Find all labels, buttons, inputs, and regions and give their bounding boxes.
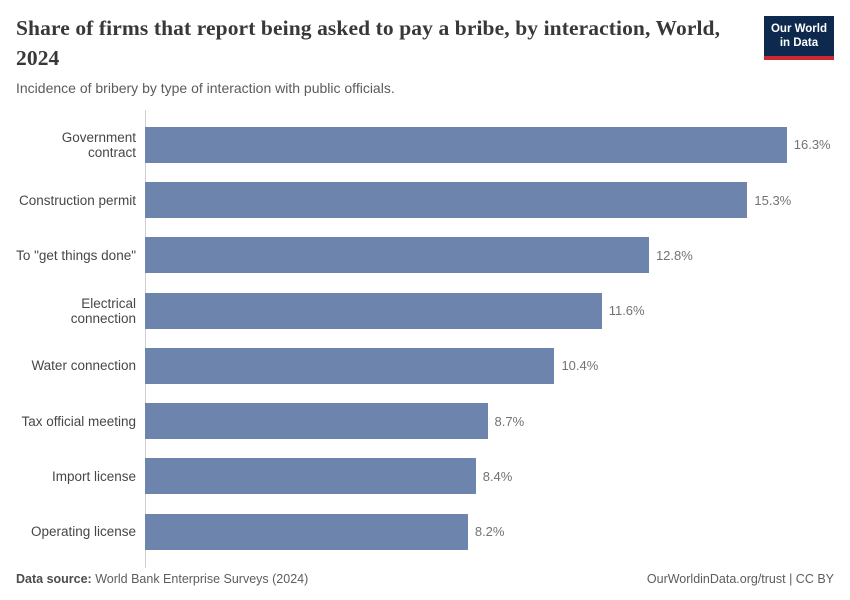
bar[interactable] xyxy=(145,292,602,329)
bar-track: 8.2% xyxy=(145,504,834,559)
bar-row: Construction permit 15.3% xyxy=(16,173,834,228)
value-label: 8.2% xyxy=(474,524,505,540)
value-label: 16.3% xyxy=(793,137,831,153)
value-label: 8.4% xyxy=(482,468,513,484)
category-label: Operating license xyxy=(30,524,136,540)
value-label: 10.4% xyxy=(561,358,599,374)
bar[interactable] xyxy=(145,347,555,384)
bar-chart: Government contract 16.3% Construction per… xyxy=(16,110,834,569)
chart-header: Share of firms that report being asked t… xyxy=(16,14,834,96)
y-axis-line xyxy=(145,110,146,569)
bar[interactable] xyxy=(145,403,488,440)
bar-track: 8.4% xyxy=(145,449,834,504)
datasource-label: Data source: xyxy=(16,572,92,586)
bar-track: 12.8% xyxy=(145,228,834,283)
bar[interactable] xyxy=(145,237,649,274)
bar-rows: Government contract 16.3% Construction per… xyxy=(16,110,834,568)
chart-title: Share of firms that report being asked t… xyxy=(16,16,721,70)
value-label: 12.8% xyxy=(655,247,693,263)
category-label: Construction permit xyxy=(18,192,136,208)
category-label: Electrical connection xyxy=(70,295,136,326)
bar-row: Water connection 10.4% xyxy=(16,338,834,393)
category-label: To "get things done" xyxy=(16,247,136,263)
datasource-value: World Bank Enterprise Surveys (2024) xyxy=(91,572,309,586)
bar-track: 11.6% xyxy=(145,283,834,338)
bar-track: 15.3% xyxy=(145,173,834,228)
bar[interactable] xyxy=(145,513,468,550)
category-label: Water connection xyxy=(31,358,136,374)
value-label: 8.7% xyxy=(494,413,525,429)
owid-logo-line1: Our World xyxy=(770,23,827,35)
owid-logo-line2: in Data xyxy=(779,37,819,50)
bar-row: To "get things done" 12.8% xyxy=(16,228,834,283)
bar[interactable] xyxy=(145,458,476,495)
bar-row: Operating license 8.2% xyxy=(16,504,834,559)
bar-row: Electrical connection 11.6% xyxy=(16,283,834,338)
bar[interactable] xyxy=(145,126,787,163)
title-block: Share of firms that report being asked t… xyxy=(16,14,756,96)
category-label: Tax official meeting xyxy=(21,413,136,429)
owid-logo[interactable]: Our World in Data xyxy=(763,16,834,60)
category-label: Import license xyxy=(51,468,136,484)
category-label: Government contract xyxy=(61,129,136,160)
bar-track: 10.4% xyxy=(145,338,834,393)
bar-track: 16.3% xyxy=(145,117,834,172)
bar-row: Government contract 16.3% xyxy=(16,117,834,172)
value-label: 11.6% xyxy=(608,303,645,319)
chart-footer: Data source: World Bank Enterprise Surve… xyxy=(16,572,834,586)
bar-row: Import license 8.4% xyxy=(16,449,834,504)
footer-credit-link[interactable]: OurWorldinData.org/trust | CC BY xyxy=(646,572,834,586)
bar-row: Tax official meeting 8.7% xyxy=(16,394,834,449)
value-label: 15.3% xyxy=(754,192,792,208)
footer-datasource: Data source: World Bank Enterprise Surve… xyxy=(16,572,308,586)
bar[interactable] xyxy=(145,182,748,219)
chart-subtitle: Incidence of bribery by type of interact… xyxy=(16,80,395,97)
bar-track: 8.7% xyxy=(145,394,834,449)
